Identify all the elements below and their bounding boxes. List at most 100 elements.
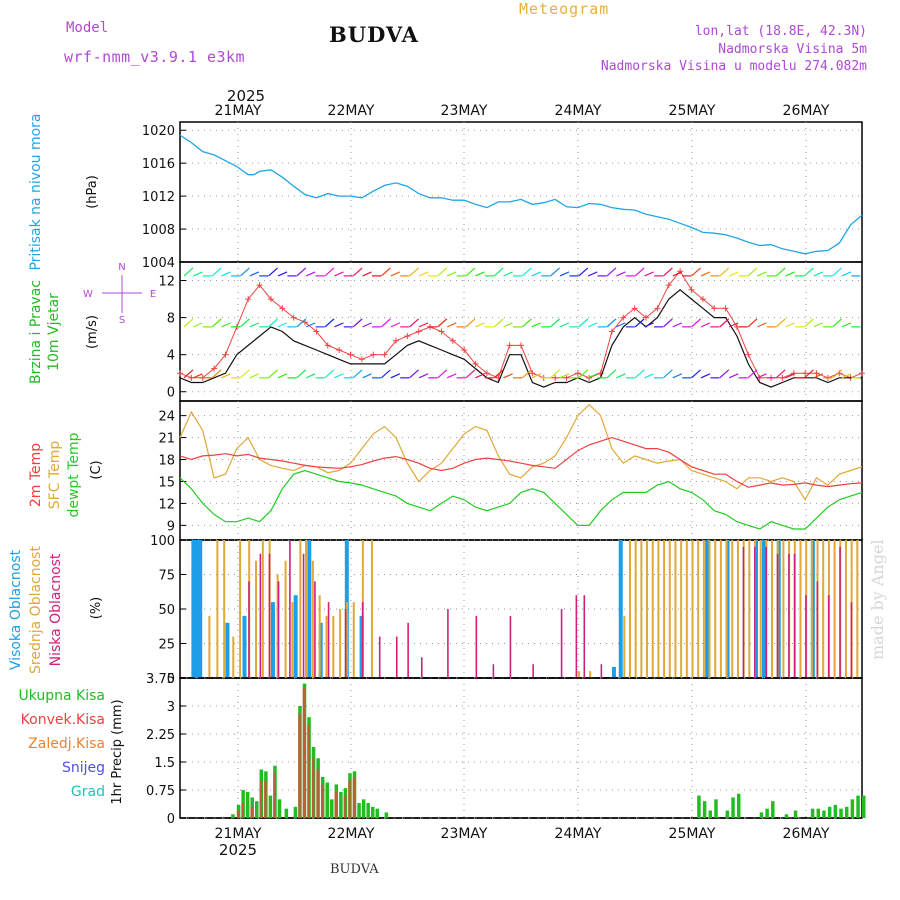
high-cloud-bar bbox=[705, 540, 710, 678]
compass-cross bbox=[102, 275, 142, 313]
wind-barb bbox=[446, 322, 457, 328]
gust-point bbox=[631, 305, 638, 312]
wind-barb bbox=[606, 267, 617, 277]
wind-barb bbox=[832, 267, 842, 277]
mid-cloud-bar bbox=[232, 636, 235, 678]
low-cloud-bar bbox=[361, 602, 364, 678]
low-cloud-bar bbox=[302, 553, 305, 678]
wind-barb bbox=[249, 322, 260, 328]
wind-barb bbox=[465, 267, 476, 277]
gust-point bbox=[438, 328, 445, 335]
gust-point bbox=[654, 305, 661, 312]
gust-point bbox=[722, 305, 729, 312]
high-cloud-bar bbox=[359, 615, 364, 678]
wind-barb bbox=[240, 318, 250, 328]
gust-point bbox=[188, 374, 195, 381]
mid-cloud-bar bbox=[318, 595, 321, 678]
wind-barb bbox=[644, 322, 654, 328]
wind-barb bbox=[277, 322, 288, 328]
dewpt-temp-line bbox=[179, 469, 863, 530]
mid-cloud-bar bbox=[299, 540, 302, 678]
wind-barb bbox=[193, 373, 203, 379]
low-cloud-bar bbox=[395, 636, 398, 678]
wind-barb bbox=[813, 373, 824, 379]
precip-total-bar bbox=[245, 791, 250, 818]
mid-cloud-bar bbox=[759, 540, 762, 678]
low-cloud-bar bbox=[827, 595, 830, 678]
wind-barb bbox=[719, 267, 730, 277]
gust-point bbox=[370, 351, 377, 358]
wind-barb bbox=[268, 267, 278, 277]
wind-barb bbox=[446, 373, 457, 379]
compass-e: E bbox=[150, 289, 156, 300]
low-cloud-bar bbox=[850, 602, 853, 678]
date-label-top: 21MAY bbox=[215, 103, 262, 119]
precip-total-bar bbox=[839, 808, 843, 818]
precip-total-bar bbox=[793, 810, 798, 818]
wind-barb bbox=[616, 373, 626, 379]
wind-barb bbox=[757, 322, 767, 328]
mid-cloud-bar bbox=[702, 540, 705, 678]
mid-cloud-bar bbox=[223, 540, 226, 678]
precip-total-bar bbox=[714, 799, 718, 818]
sfc-temp-line bbox=[179, 403, 863, 502]
y-tick-label: 0.75 bbox=[146, 784, 175, 799]
wind-barb bbox=[334, 271, 344, 277]
wind-barb bbox=[296, 267, 307, 277]
wind-barb bbox=[522, 369, 532, 379]
mid-cloud-bar bbox=[208, 615, 211, 678]
gust-point bbox=[279, 305, 286, 312]
wind-barb bbox=[804, 318, 814, 328]
wind-barb bbox=[785, 373, 795, 379]
compass-n: N bbox=[118, 262, 125, 273]
wind-barb bbox=[644, 373, 654, 379]
gust-point bbox=[267, 296, 274, 303]
y-tick-label: 12 bbox=[158, 497, 175, 512]
date-label-top: 22MAY bbox=[328, 103, 375, 119]
gust-point bbox=[779, 374, 786, 381]
mid-cloud-title: Srednja Oblacnost bbox=[28, 546, 44, 674]
mid-cloud-bar bbox=[748, 540, 751, 678]
precip-total-bar bbox=[771, 801, 775, 818]
y-tick-label: 1012 bbox=[142, 190, 175, 205]
gust-point bbox=[574, 370, 581, 377]
precip-total-bar bbox=[822, 810, 826, 818]
y-tick-label: 18 bbox=[158, 454, 175, 469]
low-cloud-bar bbox=[805, 595, 807, 678]
y-tick-label: 12 bbox=[158, 275, 175, 290]
wind-barb bbox=[700, 271, 711, 277]
wind-barb bbox=[747, 267, 758, 277]
low-cloud-bar bbox=[560, 609, 563, 678]
gust-point bbox=[404, 333, 411, 340]
wind-title-line1: 10m Vjetar bbox=[46, 293, 62, 371]
gust-point bbox=[177, 370, 183, 377]
precip-conv-bar bbox=[298, 713, 301, 818]
panel-frame bbox=[179, 121, 863, 263]
high-cloud-bar bbox=[761, 540, 766, 678]
y-tick-label: 8 bbox=[167, 312, 175, 327]
wind-barb bbox=[616, 271, 626, 277]
wind-barb bbox=[381, 318, 391, 328]
pressure-title: Pritisak na nivou mora bbox=[28, 113, 44, 270]
wind-barb bbox=[663, 369, 673, 379]
wind-barb bbox=[531, 271, 542, 277]
mid-cloud-bar bbox=[680, 540, 683, 678]
wind-barb bbox=[775, 267, 786, 277]
precip-total-bar bbox=[284, 808, 289, 818]
wind-barb bbox=[775, 318, 786, 328]
mid-cloud-bar bbox=[628, 540, 631, 678]
wind-barb bbox=[475, 271, 485, 277]
wind-barb bbox=[240, 267, 250, 277]
wind-barb bbox=[409, 318, 419, 328]
mid-cloud-bar bbox=[345, 602, 348, 678]
wind-title-line2: Brzina i Pravac bbox=[28, 280, 44, 384]
wind-barb bbox=[211, 267, 222, 277]
wind-barb bbox=[193, 271, 203, 277]
precip-total-bar bbox=[784, 814, 789, 818]
wind-barb bbox=[832, 318, 842, 328]
gust-point bbox=[381, 351, 388, 358]
precip-unit: 1hr Precip (mm) bbox=[110, 699, 125, 804]
high-cloud-bar bbox=[618, 540, 623, 678]
precip-total-bar bbox=[255, 801, 259, 818]
